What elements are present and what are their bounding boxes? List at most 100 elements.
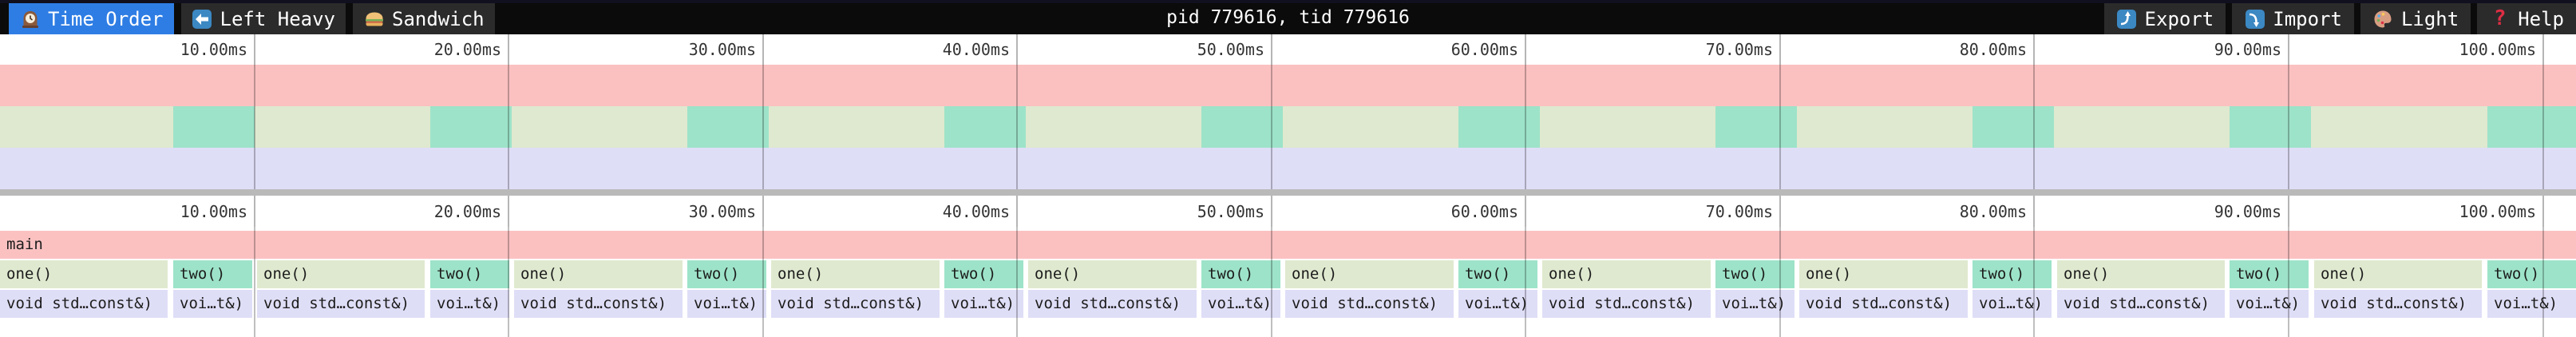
time-tick-line [254,196,255,227]
flame-cell-two[interactable]: two() [1201,260,1280,288]
action-import-button[interactable]: Import [2232,3,2354,34]
flame-cell-one-child[interactable]: void std…const&) [2314,290,2482,318]
time-tick-line [2288,34,2289,65]
clock-icon [19,8,41,30]
window-title: pid 779616, tid 779616 [1166,7,1410,28]
flame-cell-one-child[interactable]: void std…const&) [1028,290,1197,318]
time-tick-label: 90.00ms [2214,40,2281,59]
time-tick-line [254,34,255,65]
flame-cell-two-child[interactable]: voi…t&) [1201,290,1280,318]
flame-cell-one-child[interactable]: void std…const&) [2057,290,2225,318]
flame-cell-one-child[interactable]: void std…const&) [0,290,168,318]
flame-cell-two-child[interactable]: voi…t&) [944,290,1023,318]
flame-cell-two-child[interactable]: voi…t&) [2487,290,2576,318]
minimap-two-segment[interactable] [1715,106,1797,148]
minimap-resize-handle[interactable] [0,189,2576,196]
help-icon: ? [2493,6,2507,30]
time-tick-label: 60.00ms [1450,201,1518,221]
flame-cell-two-child[interactable]: voi…t&) [430,290,509,318]
minimap-depth-2-band[interactable] [0,148,2576,189]
flame-cell-two[interactable]: two() [944,260,1023,288]
time-tick-label: 50.00ms [1197,40,1264,59]
flame-cell-one-child[interactable]: void std…const&) [514,290,683,318]
flame-cell-two-child[interactable]: voi…t&) [173,290,252,318]
flame-cell-one-child[interactable]: void std…const&) [1542,290,1711,318]
minimap-two-segment[interactable] [2487,106,2576,148]
flame-cell-one[interactable]: one() [257,260,425,288]
flame-cell-two[interactable]: two() [2487,260,2576,288]
flame-cell-two[interactable]: two() [1973,260,2052,288]
time-tick-line [762,196,764,227]
flame-cell-one[interactable]: one() [1542,260,1711,288]
import-icon [2244,8,2265,30]
time-tick-line [1271,34,1272,65]
minimap-two-segment[interactable] [1458,106,1540,148]
minimap[interactable] [0,65,2576,189]
minimap-two-segment[interactable] [173,106,255,148]
time-tick-label: 40.00ms [942,40,1010,59]
minimap-two-segment[interactable] [687,106,769,148]
flame-cell-one[interactable]: one() [1285,260,1454,288]
flame-cell-two-child[interactable]: voi…t&) [1715,290,1794,318]
minimap-two-segment[interactable] [1973,106,2054,148]
flame-cell-two[interactable]: two() [173,260,252,288]
flame-cell-two[interactable]: two() [1458,260,1537,288]
time-tick-label: 70.00ms [1705,40,1773,59]
flame-cell-two[interactable]: two() [1715,260,1794,288]
flame-cell-two-child[interactable]: voi…t&) [1458,290,1537,318]
time-tick-label: 50.00ms [1197,201,1264,221]
flame-cell-two-child[interactable]: voi…t&) [1973,290,2052,318]
flame-cell-two[interactable]: two() [430,260,509,288]
minimap-two-segment[interactable] [944,106,1026,148]
tab-left-heavy[interactable]: Left Heavy [180,3,346,34]
time-tick-label: 80.00ms [1959,201,2027,221]
time-tick-label: 100.00ms [2459,201,2536,221]
time-tick-line [1016,196,1018,227]
action-light-button[interactable]: Light [2360,3,2471,34]
minimap-depth-1-band[interactable] [0,106,2576,148]
flame-cell-one[interactable]: one() [1799,260,1968,288]
flame-cell-one[interactable]: one() [0,260,168,288]
action-label: Help [2518,7,2564,30]
tab-label: Sandwich [392,7,485,30]
flame-cell-two[interactable]: two() [2230,260,2309,288]
flame-cell-one[interactable]: one() [2057,260,2225,288]
action-label: Import [2273,7,2342,30]
time-tick-label: 30.00ms [688,201,756,221]
minimap-depth-0-band[interactable] [0,65,2576,106]
time-tick-line [2033,34,2035,65]
toolbar: Time Order Left Heavy Sandwich pid 779616,… [0,0,2576,34]
flame-cell-one-child[interactable]: void std…const&) [771,290,940,318]
tab-label: Time Order [48,7,164,30]
minimap-two-segment[interactable] [2230,106,2311,148]
flame-cell-one-child[interactable]: void std…const&) [1799,290,1968,318]
time-tick-label: 20.00ms [433,40,501,59]
time-tick-label: 30.00ms [688,40,756,59]
time-tick-line [2288,196,2289,227]
minimap-two-segment[interactable] [1201,106,1283,148]
flame-cell-two[interactable]: two() [687,260,766,288]
minimap-two-segment[interactable] [430,106,512,148]
flame-cell-main[interactable]: main [0,231,2576,259]
action-help-button[interactable]: ? Help [2477,3,2576,34]
time-tick-line [2033,196,2035,227]
flame-cell-one[interactable]: one() [514,260,683,288]
flame-cell-one[interactable]: one() [771,260,940,288]
time-tick-line [1271,196,1272,227]
tab-time-order[interactable]: Time Order [9,3,174,34]
export-icon [2116,8,2138,30]
flame-cell-one[interactable]: one() [1028,260,1197,288]
flame-cell-one[interactable]: one() [2314,260,2482,288]
action-export-button[interactable]: Export [2103,3,2226,34]
flame-cell-two-child[interactable]: voi…t&) [2230,290,2309,318]
time-tick-line [762,34,764,65]
action-label: Light [2400,7,2459,30]
time-tick-label: 20.00ms [433,201,501,221]
flame-cell-one-child[interactable]: void std…const&) [1285,290,1454,318]
minimap-time-ruler: 10.00ms 20.00ms 30.00ms 40.00ms 50.00ms 60.00… [0,34,2576,65]
tab-sandwich[interactable]: Sandwich [353,3,495,34]
flame-cell-two-child[interactable]: voi…t&) [687,290,766,318]
flame-cell-one-child[interactable]: void std…const&) [257,290,425,318]
flamegraph-row-depth-2: void std…const&) voi…t&) void std…const&) v… [0,290,2576,318]
